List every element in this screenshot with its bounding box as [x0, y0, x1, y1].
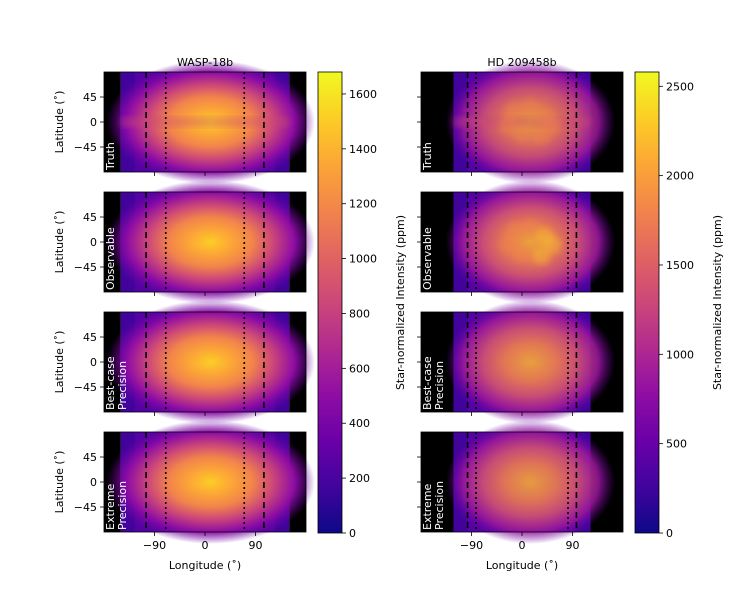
row-label: Best-case [104, 356, 117, 410]
texture-blob [498, 235, 517, 254]
y-tick-label: 0 [90, 476, 97, 489]
row-label: Precision [116, 481, 129, 530]
colorbar-tick-label: 400 [349, 417, 370, 430]
row-label: Best-case [421, 356, 434, 410]
colorbar-tick-label: 800 [349, 307, 370, 320]
row-label: Precision [433, 361, 446, 410]
y-tick-label: −45 [74, 261, 97, 274]
y-tick-label: 0 [90, 116, 97, 129]
map-panel: Observable [417, 180, 624, 304]
hotspot [445, 300, 616, 424]
texture-blob [504, 221, 523, 240]
colorbar: 0 200 400 600 800 1000 1200 1400 1600 Star-normal… [317, 71, 407, 540]
map-panel: Best-case Precision 45 0 −45 Latitude (˚) [53, 300, 315, 424]
colorbar-tick-label: 500 [666, 438, 687, 451]
hotspot [106, 420, 315, 544]
equatorial-band [120, 117, 290, 127]
map-panel: Observable 45 0 −45 Latitude (˚) [53, 180, 315, 304]
colorbar-tick-label: 1600 [349, 88, 377, 101]
y-tick-label: 45 [83, 451, 97, 464]
colorbar-gradient [634, 71, 660, 534]
y-tick-label: 0 [90, 356, 97, 369]
map-panel: Extreme Precision 45 0 −45 −90 0 90 Latitude (˚) [53, 420, 315, 552]
colorbar-tick-label: 2000 [666, 170, 694, 183]
hotspot [106, 180, 315, 304]
map-panel: Best-case Precision [417, 300, 624, 424]
y-tick-label: 0 [90, 236, 97, 249]
map-panel: Truth 45 0 −45 Latitude (˚) [53, 60, 315, 184]
y-tick-label: 45 [83, 211, 97, 224]
colorbar-tick-label: 1400 [349, 143, 377, 156]
colorbar-tick-label: 0 [349, 527, 356, 540]
x-tick-label: 90 [566, 539, 580, 552]
equatorial-band [453, 117, 591, 127]
x-tick-label: 0 [202, 539, 209, 552]
colorbar-tick-label: 2500 [666, 80, 694, 93]
hotspot [445, 420, 616, 544]
row-label: Precision [433, 481, 446, 530]
colorbar-tick-label: 0 [666, 527, 673, 540]
row-label: Extreme [421, 483, 434, 530]
map-panel: Truth [417, 60, 624, 184]
texture-blob [521, 219, 540, 238]
hotspot [106, 300, 315, 424]
x-tick-label: −90 [460, 539, 483, 552]
colorbar-tick-label: 1000 [666, 348, 694, 361]
column-title: HD 209458b [487, 56, 556, 69]
colorbar-label: Star-normalized Intensity (ppm) [394, 215, 407, 390]
texture-blob [532, 126, 551, 145]
texture-blob [521, 99, 540, 118]
texture-blob [543, 235, 562, 254]
x-axis-label: Longitude (˚) [486, 559, 558, 572]
row-label: Observable [421, 227, 434, 290]
y-axis-label: Latitude (˚) [53, 91, 66, 154]
colorbar-label: Star-normalized Intensity (ppm) [711, 215, 724, 390]
colorbar-tick-label: 1000 [349, 253, 377, 266]
y-axis-label: Latitude (˚) [53, 451, 66, 514]
texture-blob [513, 244, 531, 263]
column-title: WASP-18b [177, 56, 233, 69]
colorbar-tick-label: 600 [349, 362, 370, 375]
y-axis-label: Latitude (˚) [53, 211, 66, 274]
texture-blob [532, 246, 551, 265]
texture-blob [504, 101, 523, 120]
y-axis-label: Latitude (˚) [53, 331, 66, 394]
row-label: Precision [116, 361, 129, 410]
colorbar: 0 500 1000 1500 2000 2500 Star-normalized Inte… [634, 71, 724, 540]
x-tick-label: 90 [249, 539, 263, 552]
x-tick-label: 0 [519, 539, 526, 552]
y-tick-label: −45 [74, 141, 97, 154]
hotspot [445, 180, 616, 304]
texture-blob [543, 115, 562, 134]
texture-blob [498, 115, 517, 134]
x-tick-label: −90 [143, 539, 166, 552]
colorbar-gradient [317, 71, 343, 534]
row-label: Observable [104, 227, 117, 290]
colorbar-tick-label: 200 [349, 472, 370, 485]
y-tick-label: −45 [74, 501, 97, 514]
row-label: Truth [104, 142, 117, 171]
colorbar-tick-label: 1200 [349, 198, 377, 211]
row-label: Truth [421, 142, 434, 171]
y-tick-label: 45 [83, 331, 97, 344]
x-axis-label: Longitude (˚) [169, 559, 241, 572]
map-panel: Extreme Precision −90 0 90 [417, 420, 624, 552]
colorbar-tick-label: 1500 [666, 259, 694, 272]
y-tick-label: 45 [83, 91, 97, 104]
row-label: Extreme [104, 483, 117, 530]
y-tick-label: −45 [74, 381, 97, 394]
texture-blob [513, 124, 531, 143]
